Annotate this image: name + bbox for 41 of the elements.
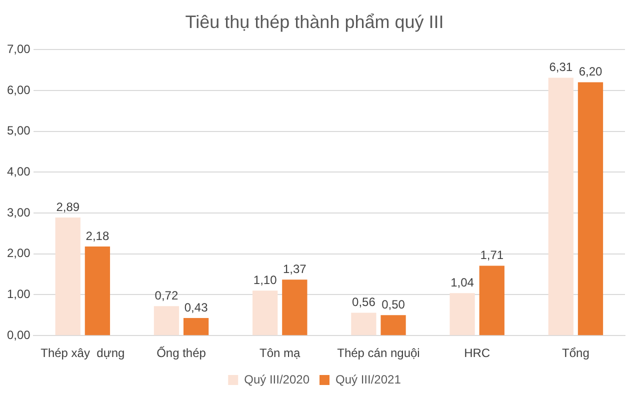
bar [252, 290, 278, 336]
data-label: 6,31 [549, 60, 573, 74]
data-label: 2,89 [56, 200, 80, 214]
bar [282, 280, 308, 336]
data-label: 0,72 [154, 288, 178, 302]
x-tick-label: Tổng [562, 346, 590, 360]
x-tick-label: Thép xây dựng [40, 346, 125, 360]
data-label: 1,10 [253, 272, 278, 287]
x-tick-label: Ống thép [156, 346, 206, 360]
data-label: 0,50 [382, 297, 406, 312]
bar [55, 218, 80, 336]
y-tick-label: 1,00 [6, 287, 31, 302]
data-label: 1,37 [282, 262, 307, 276]
chart-title: Tiêu thụ thép thành phẩm quý III [185, 12, 444, 32]
y-tick-label: 5,00 [6, 124, 31, 138]
legend-label: Quý III/2021 [336, 372, 402, 386]
bar [154, 306, 180, 336]
y-tick-label: 2,00 [6, 246, 31, 260]
bar [548, 78, 574, 336]
x-tick-label: Thép cán nguội [337, 346, 420, 360]
y-tick-label: 0,00 [6, 328, 31, 342]
data-label: 0,43 [184, 300, 208, 314]
x-tick-label: Tôn mạ [260, 346, 301, 360]
data-label: 0,56 [352, 295, 376, 310]
legend-label: Quý III/2020 [244, 372, 310, 386]
y-tick-label: 6,00 [6, 82, 31, 97]
bar [450, 293, 475, 336]
y-tick-label: 4,00 [6, 164, 31, 178]
bar [183, 318, 209, 336]
data-label: 1,04 [450, 275, 474, 290]
data-label: 2,18 [86, 228, 110, 243]
y-tick-label: 7,00 [6, 42, 31, 56]
x-tick-label: HRC [464, 346, 490, 360]
bar [84, 246, 110, 336]
data-label: 6,20 [578, 64, 602, 79]
bar [578, 82, 604, 336]
bar [380, 315, 406, 336]
y-tick-label: 3,00 [6, 205, 31, 220]
bar [479, 266, 504, 336]
bar [351, 312, 376, 336]
data-label: 1,71 [480, 248, 504, 262]
